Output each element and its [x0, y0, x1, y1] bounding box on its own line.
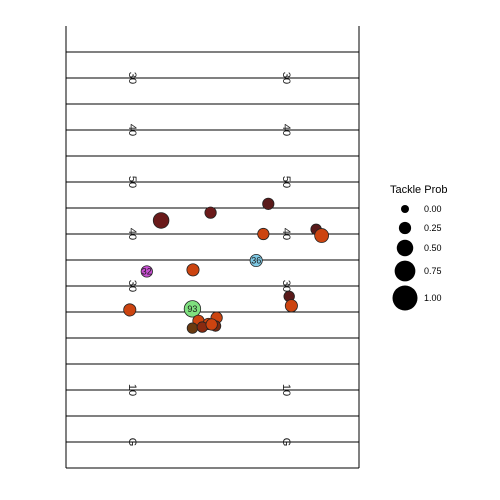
legend-title: Tackle Prob	[390, 184, 447, 196]
legend-label: 0.25	[424, 223, 442, 233]
player-points: 36 32 93	[123, 197, 329, 334]
legend-size-dot	[396, 239, 414, 257]
yard-number-right: 10	[280, 384, 292, 396]
yard-number-right: 50	[280, 176, 292, 188]
player-point	[123, 303, 137, 317]
player-point	[205, 318, 218, 331]
yard-number-left: G	[126, 438, 138, 447]
player-point	[152, 212, 170, 229]
player-point	[257, 227, 270, 241]
yard-number-right: G	[280, 438, 292, 447]
football-field	[65, 26, 360, 469]
player-point	[186, 263, 200, 277]
yard-numbers: G G 10 10 30 30 40 40 50 50 40 40 30 30	[126, 72, 292, 446]
jersey-number: 36	[251, 256, 261, 266]
jersey-number: 32	[142, 266, 152, 276]
yard-number-left: 40	[126, 124, 138, 136]
legend-label: 0.50	[424, 243, 442, 253]
yard-lines	[66, 51, 359, 443]
yard-number-right: 40	[280, 124, 292, 136]
legend: Tackle Prob 0.00 0.25 0.50 0.75 1.00	[390, 184, 447, 311]
player-point	[186, 322, 199, 334]
yard-number-right: 30	[280, 72, 292, 84]
yard-number-right: 30	[280, 280, 292, 292]
jersey-number: 93	[187, 304, 197, 314]
legend-size-dot	[398, 221, 412, 235]
legend-size-dot	[392, 285, 418, 311]
yard-number-left: 30	[126, 72, 138, 84]
player-point	[204, 206, 217, 219]
player-point	[183, 300, 202, 318]
legend-label: 0.00	[424, 204, 442, 214]
player-point	[249, 253, 263, 268]
yard-number-right: 40	[280, 228, 292, 240]
player-point	[140, 265, 153, 278]
yard-number-left: 30	[126, 280, 138, 292]
player-point	[314, 228, 329, 243]
yard-number-left: 40	[126, 228, 138, 240]
legend-size-dot	[394, 260, 416, 282]
legend-size-dot	[401, 205, 409, 213]
legend-items: 0.00 0.25 0.50 0.75 1.00	[392, 204, 442, 311]
player-point	[284, 299, 298, 313]
player-point	[262, 197, 275, 210]
yard-number-left: 10	[126, 384, 138, 396]
legend-label: 1.00	[424, 293, 442, 303]
yard-number-left: 50	[126, 176, 138, 188]
legend-label: 0.75	[424, 266, 442, 276]
